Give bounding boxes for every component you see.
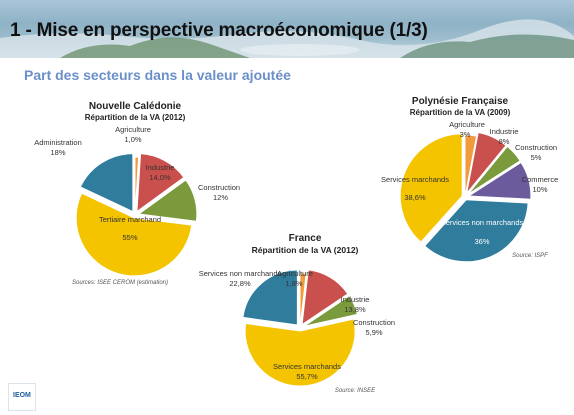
slice-label: Services marchands: [273, 362, 341, 371]
slice-label: Services non marchands: [441, 218, 524, 227]
slice-value-label: 8%: [499, 137, 510, 146]
banner-landscape-image: [0, 19, 574, 58]
chart-title: France: [289, 233, 322, 244]
chart-source: Source: INSEE: [335, 388, 376, 394]
slice-value-label: 10%: [532, 185, 547, 194]
pie-chart-polynesie: Polynésie Française Répartition de la VA…: [370, 92, 570, 267]
slice-label: Tertiaire marchand: [99, 215, 161, 224]
slice-value-label: 22,8%: [229, 279, 251, 288]
slice-value-label: 36%: [474, 237, 489, 246]
slice-label: Services non marchands: [199, 269, 282, 278]
pie-svg-fr: France Répartition de la VA (2012) Agric…: [199, 233, 395, 394]
pie-slice-administration: [79, 153, 134, 213]
slice-label: Commerce: [522, 175, 559, 184]
pie-slice-agriculture: [134, 156, 140, 216]
slice-label: Agriculture: [277, 269, 313, 278]
chart-subtitle: Répartition de la VA (2009): [410, 108, 511, 117]
slice-value-label: 55,7%: [296, 372, 318, 381]
ieom-logo-icon: IEOM: [8, 383, 36, 411]
slice-label: Construction: [353, 318, 395, 327]
slice-label: Industrie: [146, 163, 175, 172]
chart-source: Sources: ISEE CEROM (estimation): [72, 280, 168, 286]
slice-value-label: 55%: [122, 233, 137, 242]
slice-label: Industrie: [490, 127, 519, 136]
slice-label: Agriculture: [115, 125, 151, 134]
pie-slice-services-marchands: [399, 133, 463, 243]
chart-title: Polynésie Française: [412, 96, 509, 107]
pie-slice-services-non-marchands: [242, 269, 298, 326]
chart-title: Nouvelle Calédonie: [89, 101, 182, 112]
slice-label: Services marchands: [381, 175, 449, 184]
pie-slice-construction: [467, 145, 521, 195]
pie-slice-services-non-marchands: [424, 199, 529, 263]
logo-text: IEOM: [13, 392, 31, 399]
slice-value-label: 3%: [460, 130, 471, 139]
slice-value-label: 5,9%: [365, 328, 382, 337]
slice-value-label: 38,6%: [404, 193, 426, 202]
slice-label: Construction: [515, 143, 557, 152]
slice-label: Industrie: [341, 295, 370, 304]
pie-slice-tertiaire-marchand: [75, 192, 193, 277]
slice-value-label: 13,8%: [344, 305, 366, 314]
slice-value-label: 12%: [213, 193, 228, 202]
slice-label: Administration: [34, 138, 82, 147]
chart-subtitle: Répartition de la VA (2012): [252, 245, 359, 255]
pie-slice-agriculture: [464, 134, 478, 198]
slice-value-label: 14,0%: [149, 173, 171, 182]
pie-svg-pf: Polynésie Française Répartition de la VA…: [381, 96, 559, 263]
pie-chart-france: France Répartition de la VA (2012) Agric…: [199, 228, 455, 400]
slice-value-label: 18%: [50, 148, 65, 157]
slide-subtitle: Part des secteurs dans la valeur ajoutée: [24, 67, 291, 83]
pie-slice-construction: [303, 295, 358, 327]
pie-slice-commerce: [467, 161, 532, 200]
slice-value-label: 1,0%: [124, 135, 141, 144]
chart-source: Source: ISPF: [512, 253, 548, 259]
pie-chart-nouvelle-caledonie: Nouvelle Calédonie Répartition de la VA …: [30, 95, 290, 295]
slice-label: Agriculture: [449, 120, 485, 129]
pie-slice-industrie: [136, 153, 185, 213]
pie-slice-industrie: [301, 269, 349, 326]
pie-svg-nc: Nouvelle Calédonie Répartition de la VA …: [34, 101, 240, 286]
slice-value-label: 5%: [531, 153, 542, 162]
header-banner: [0, 0, 574, 58]
pie-slice-services-marchands: [244, 318, 356, 387]
slide-title: 1 - Mise en perspective macroéconomique …: [10, 20, 428, 41]
slice-label: Construction: [198, 183, 240, 192]
slice-value-label: 1,8%: [285, 279, 302, 288]
pie-slice-agriculture: [299, 272, 307, 329]
chart-subtitle: Répartition de la VA (2012): [85, 113, 186, 122]
pie-slice-industrie: [466, 131, 507, 194]
pie-slice-construction: [137, 179, 198, 222]
